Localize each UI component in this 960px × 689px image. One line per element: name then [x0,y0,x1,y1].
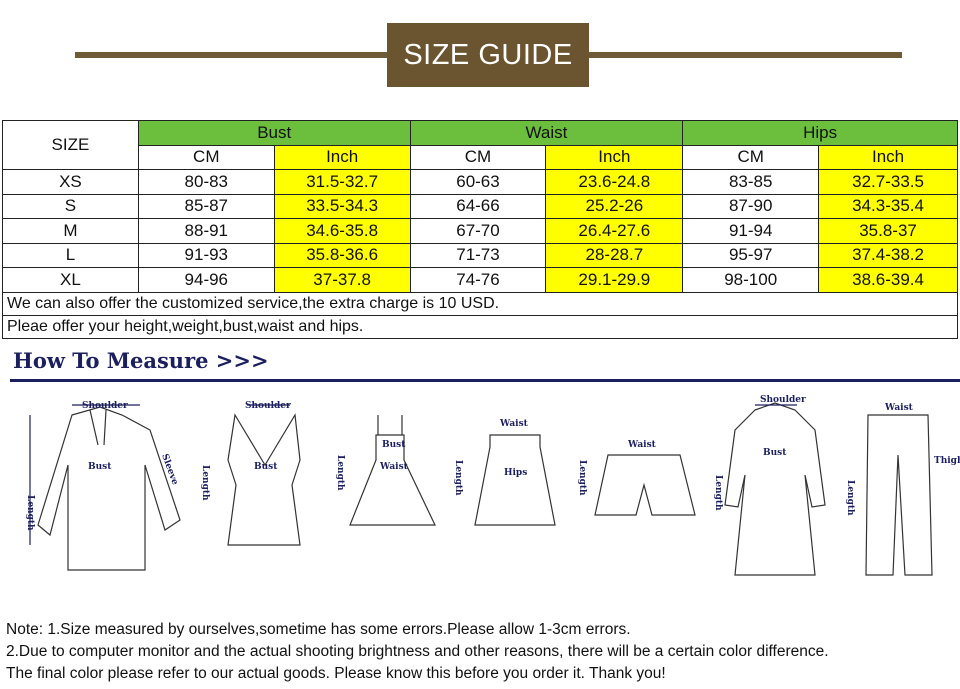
svg-text:Waist: Waist [379,462,409,472]
svg-text:Length: Length [335,455,345,491]
measurement-cell: 95-97 [682,242,820,268]
skirt-illustration: Waist Hips Length [453,419,556,526]
size-header: SIZE [2,120,139,170]
unit-cm: CM [409,144,547,170]
table-row: XL 94-96 37-37.8 74-76 29.1-29.9 98-100 38.6-3… [2,267,958,293]
measurement-cell: 34.6-35.8 [273,218,411,244]
svg-text:Length: Length [845,480,855,516]
table-row: M 88-91 34.6-35.8 67-70 26.4-27.6 91-94 35.8-3… [2,218,958,244]
blouse-illustration: Length Shoulder Bust Sleeve [25,401,181,571]
svg-text:Bust: Bust [382,440,406,450]
measurement-illustrations: Length Shoulder Bust Sleeve Shoulder Bus… [25,395,960,576]
measurement-cell: 28-28.7 [545,242,684,268]
unit-inch: Inch [545,144,684,170]
measurement-cell: 60-63 [409,169,547,195]
hips-header: Hips [682,120,958,146]
svg-text:Shoulder: Shoulder [82,401,128,411]
measurement-cell: 34.3-35.4 [818,193,958,219]
svg-text:Waist: Waist [627,440,657,450]
measurement-cell: 38.6-39.4 [818,267,958,293]
measurement-cell: 31.5-32.7 [273,169,411,195]
measurement-cell: 91-93 [137,242,275,268]
table-row: S 85-87 33.5-34.3 64-66 25.2-26 87-90 34.3-35.… [2,193,958,219]
measurement-cell: 91-94 [682,218,820,244]
unit-cm: CM [682,144,820,170]
dress-illustration: Bust Waist Length [335,415,436,526]
note-line: The final color please refer to our actu… [6,665,666,682]
note-line: Note: 1.Size measured by ourselves,somet… [6,621,631,638]
measurement-cell: 74-76 [409,267,547,293]
measurement-cell: 33.5-34.3 [273,193,411,219]
measurement-cell: 80-83 [137,169,275,195]
title-bar-right [589,52,902,58]
measurement-cell: 37.4-38.2 [818,242,958,268]
svg-text:Shoulder: Shoulder [245,401,291,411]
shorts-illustration: Waist Length [577,440,696,516]
measurement-cell: 29.1-29.9 [545,267,684,293]
measurement-cell: 32.7-33.5 [818,169,958,195]
heading-divider [10,379,960,382]
svg-text:Sleeve: Sleeve [159,453,180,487]
measurement-cell: 35.8-37 [818,218,958,244]
measurement-cell: 71-73 [409,242,547,268]
notes: Note: 1.Size measured by ourselves,somet… [6,619,829,685]
measurement-cell: 85-87 [137,193,275,219]
svg-text:Length: Length [25,495,35,531]
measurement-cell: 67-70 [409,218,547,244]
bust-header: Bust [137,120,411,146]
svg-text:Bust: Bust [763,448,787,458]
size-cell: L [2,242,139,268]
measurement-cell: 35.8-36.6 [273,242,411,268]
waist-header: Waist [409,120,684,146]
coat-illustration: Shoulder Bust Length [713,395,826,576]
size-cell: XL [2,267,139,293]
svg-text:Length: Length [453,460,463,496]
measurement-cell: 37-37.8 [273,267,411,293]
size-table: SIZE Bust Waist Hips CM Inch CM Inch CM … [2,120,958,339]
measurement-cell: 23.6-24.8 [545,169,684,195]
page-title: SIZE GUIDE [387,23,589,87]
svg-text:Waist: Waist [884,403,914,413]
svg-text:Bust: Bust [88,462,112,472]
note-line: 2.Due to computer monitor and the actual… [6,643,829,660]
unit-cm: CM [137,144,275,170]
unit-inch: Inch [273,144,411,170]
how-to-measure-heading: How To Measure >>> [13,348,269,373]
measurement-cell: 87-90 [682,193,820,219]
tank-top-illustration: Shoulder Bust Length [200,401,301,546]
measurement-cell: 94-96 [137,267,275,293]
measurement-cell: 26.4-27.6 [545,218,684,244]
size-cell: S [2,193,139,219]
svg-text:Shoulder: Shoulder [760,395,806,405]
table-row: L 91-93 35.8-36.6 71-73 28-28.7 95-97 37.4-38.… [2,242,958,268]
unit-inch: Inch [818,144,958,170]
svg-text:Length: Length [713,475,723,511]
svg-text:Length: Length [577,460,587,496]
svg-text:Length: Length [200,465,210,501]
svg-text:Bust: Bust [254,462,278,472]
measurement-cell: 88-91 [137,218,275,244]
measurement-cell: 98-100 [682,267,820,293]
custom-service-note: We can also offer the customized service… [2,291,958,316]
svg-text:Hips: Hips [504,468,527,478]
title-bar-left [75,52,387,58]
measurement-cell: 83-85 [682,169,820,195]
measurement-cell: 25.2-26 [545,193,684,219]
measurement-cell: 64-66 [409,193,547,219]
pants-illustration: Waist Thigh Length [845,403,960,576]
size-cell: XS [2,169,139,195]
svg-text:Waist: Waist [499,419,529,429]
svg-text:Thigh: Thigh [934,456,960,466]
size-cell: M [2,218,139,244]
measurement-request-note: Pleae offer your height,weight,bust,wais… [2,314,958,339]
table-row: XS 80-83 31.5-32.7 60-63 23.6-24.8 83-85 32.7-… [2,169,958,195]
